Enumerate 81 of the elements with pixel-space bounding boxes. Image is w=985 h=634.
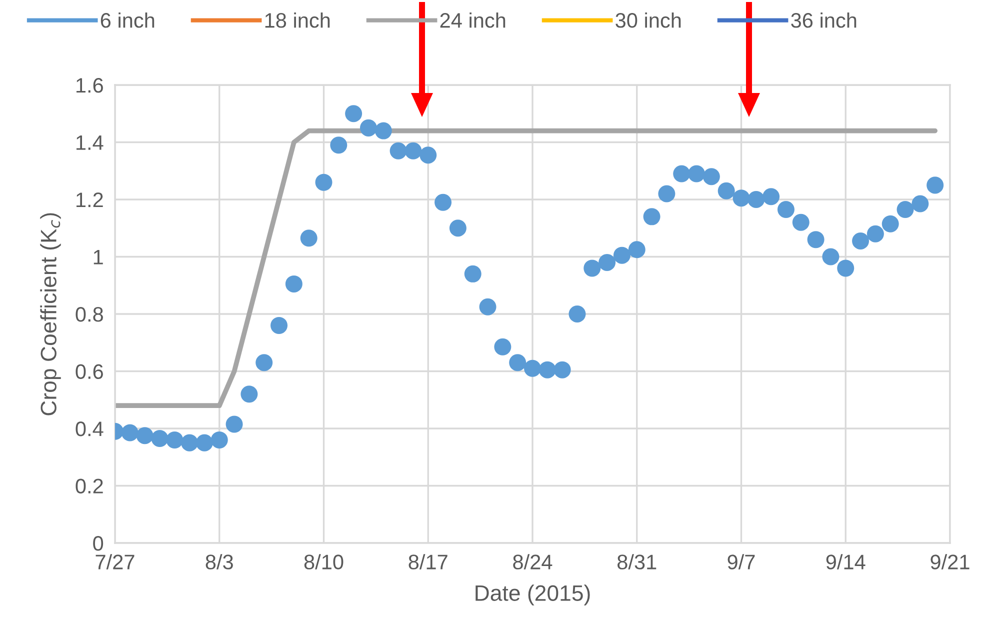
point — [270, 316, 288, 334]
point — [718, 182, 735, 200]
y-tick-label: 1.2 — [76, 192, 103, 208]
point — [464, 265, 482, 282]
line-series — [115, 128, 938, 408]
x-tick-label: 8/17 — [408, 554, 448, 570]
x-tick-label: 9/21 — [930, 554, 970, 570]
point — [300, 230, 318, 247]
point — [136, 427, 154, 444]
point — [210, 431, 228, 448]
point — [390, 142, 407, 160]
point — [688, 165, 706, 182]
point — [628, 241, 646, 258]
point — [912, 195, 929, 212]
point — [732, 190, 750, 207]
point — [151, 430, 168, 448]
point — [494, 338, 512, 356]
point — [196, 434, 213, 452]
y-tick-label: 0.2 — [76, 478, 103, 494]
legend-label: 18 inch — [265, 12, 330, 28]
legend-label: 36 inch — [791, 12, 856, 28]
x-tick-label: 8/10 — [304, 554, 344, 570]
point — [748, 190, 765, 208]
point — [166, 431, 184, 448]
y-tick-label: 1.6 — [76, 78, 103, 93]
point — [852, 232, 870, 250]
point — [673, 165, 690, 182]
point — [702, 168, 720, 186]
point — [807, 231, 824, 248]
point — [762, 188, 780, 206]
point — [479, 298, 496, 316]
y-axis-title: Crop Coefficient (K$_{c}$) — [40, 213, 61, 416]
y-tick-label: 0.6 — [76, 364, 103, 380]
x-tick-label: 8/3 — [206, 554, 233, 570]
point — [330, 136, 348, 154]
point — [360, 119, 377, 136]
point — [598, 254, 616, 271]
point — [822, 248, 840, 266]
point — [285, 275, 302, 292]
point — [926, 176, 944, 194]
point — [554, 361, 571, 378]
point — [866, 225, 884, 242]
point — [434, 194, 452, 211]
point — [896, 201, 914, 218]
point — [449, 220, 466, 237]
point — [315, 174, 332, 191]
point — [121, 424, 138, 442]
legend-label: 24 inch — [440, 12, 506, 28]
x-tick-label: 8/31 — [618, 554, 656, 570]
point — [882, 215, 899, 232]
point — [256, 354, 273, 372]
x-axis-title: Date (2015) — [476, 584, 590, 606]
y-tick-label: 1 — [94, 250, 103, 264]
point — [792, 214, 810, 231]
point — [345, 105, 362, 122]
point — [509, 354, 526, 372]
point — [538, 361, 556, 378]
point — [584, 260, 601, 277]
point — [568, 305, 586, 323]
y-tick-label: 0 — [93, 536, 104, 551]
x-tick-label: 9/7 — [728, 554, 755, 570]
point — [777, 201, 794, 218]
point — [240, 386, 258, 403]
point — [643, 208, 660, 226]
y-tick-label: 0.8 — [76, 307, 103, 322]
point — [404, 142, 422, 160]
point — [524, 360, 542, 377]
x-tick-label: 7/27 — [96, 554, 134, 570]
legend-label: 30 inch — [616, 12, 681, 28]
point — [374, 122, 392, 140]
point — [837, 260, 854, 277]
point — [613, 246, 630, 264]
x-tick-label: 8/24 — [513, 554, 552, 570]
point — [420, 146, 437, 164]
point — [658, 185, 676, 202]
point — [181, 434, 198, 452]
x-tick-label: 9/14 — [826, 554, 866, 570]
point — [226, 416, 243, 433]
legend-label: 6 inch — [100, 12, 154, 28]
y-tick-label: 1.4 — [76, 135, 104, 150]
y-tick-label: 0.4 — [76, 422, 104, 436]
